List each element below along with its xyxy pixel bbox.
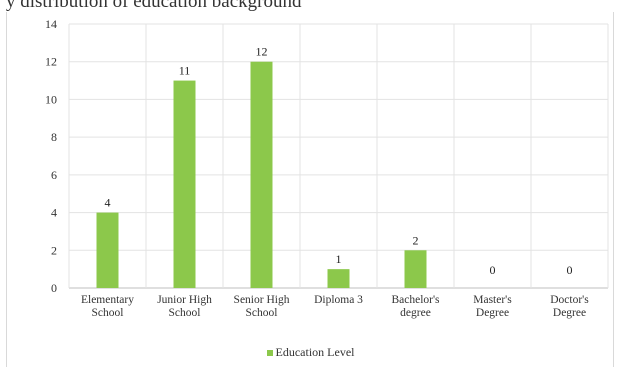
y-tick-label: 12 xyxy=(45,55,57,69)
x-tick-label: Senior High xyxy=(234,294,290,306)
bar xyxy=(250,61,273,288)
fragment-text: y distribution of education background xyxy=(6,0,302,12)
y-tick-label: 10 xyxy=(45,92,57,106)
data-label: 0 xyxy=(490,263,496,277)
legend: Education Level xyxy=(0,345,621,360)
chart-frame xyxy=(6,12,614,367)
y-tick-label: 4 xyxy=(51,206,57,220)
y-tick-label: 0 xyxy=(51,281,57,295)
data-label: 4 xyxy=(105,196,111,210)
x-tick-label: Elementary xyxy=(81,294,134,306)
y-tick-label: 14 xyxy=(45,17,57,31)
x-tick-label: Junior High xyxy=(157,294,212,306)
y-tick-label: 2 xyxy=(51,243,57,257)
y-tick-label: 8 xyxy=(51,130,57,144)
x-tick-label: degree xyxy=(400,307,431,319)
x-tick-label: School xyxy=(246,307,278,319)
legend-label: Education Level xyxy=(275,345,355,359)
bar xyxy=(327,269,350,288)
data-label: 0 xyxy=(567,263,573,277)
y-tick-label: 6 xyxy=(51,168,57,182)
x-tick-label: Bachelor's xyxy=(391,294,440,306)
bar xyxy=(404,250,427,288)
x-tick-label: Degree xyxy=(476,307,509,319)
data-label: 2 xyxy=(413,233,419,247)
x-tick-label: School xyxy=(92,307,124,319)
data-label: 1 xyxy=(336,252,342,266)
legend-swatch xyxy=(266,350,273,357)
bar xyxy=(173,80,196,288)
bar xyxy=(96,212,119,288)
x-tick-label: Degree xyxy=(553,307,586,319)
x-tick-label: Master's xyxy=(473,294,512,306)
x-tick-label: School xyxy=(169,307,201,319)
x-tick-label: Doctor's xyxy=(550,294,589,306)
data-label: 11 xyxy=(179,64,191,78)
top-text-fragment: y distribution of education background xyxy=(0,0,621,14)
x-tick-label: Diploma 3 xyxy=(314,294,363,306)
data-label: 12 xyxy=(256,45,268,59)
